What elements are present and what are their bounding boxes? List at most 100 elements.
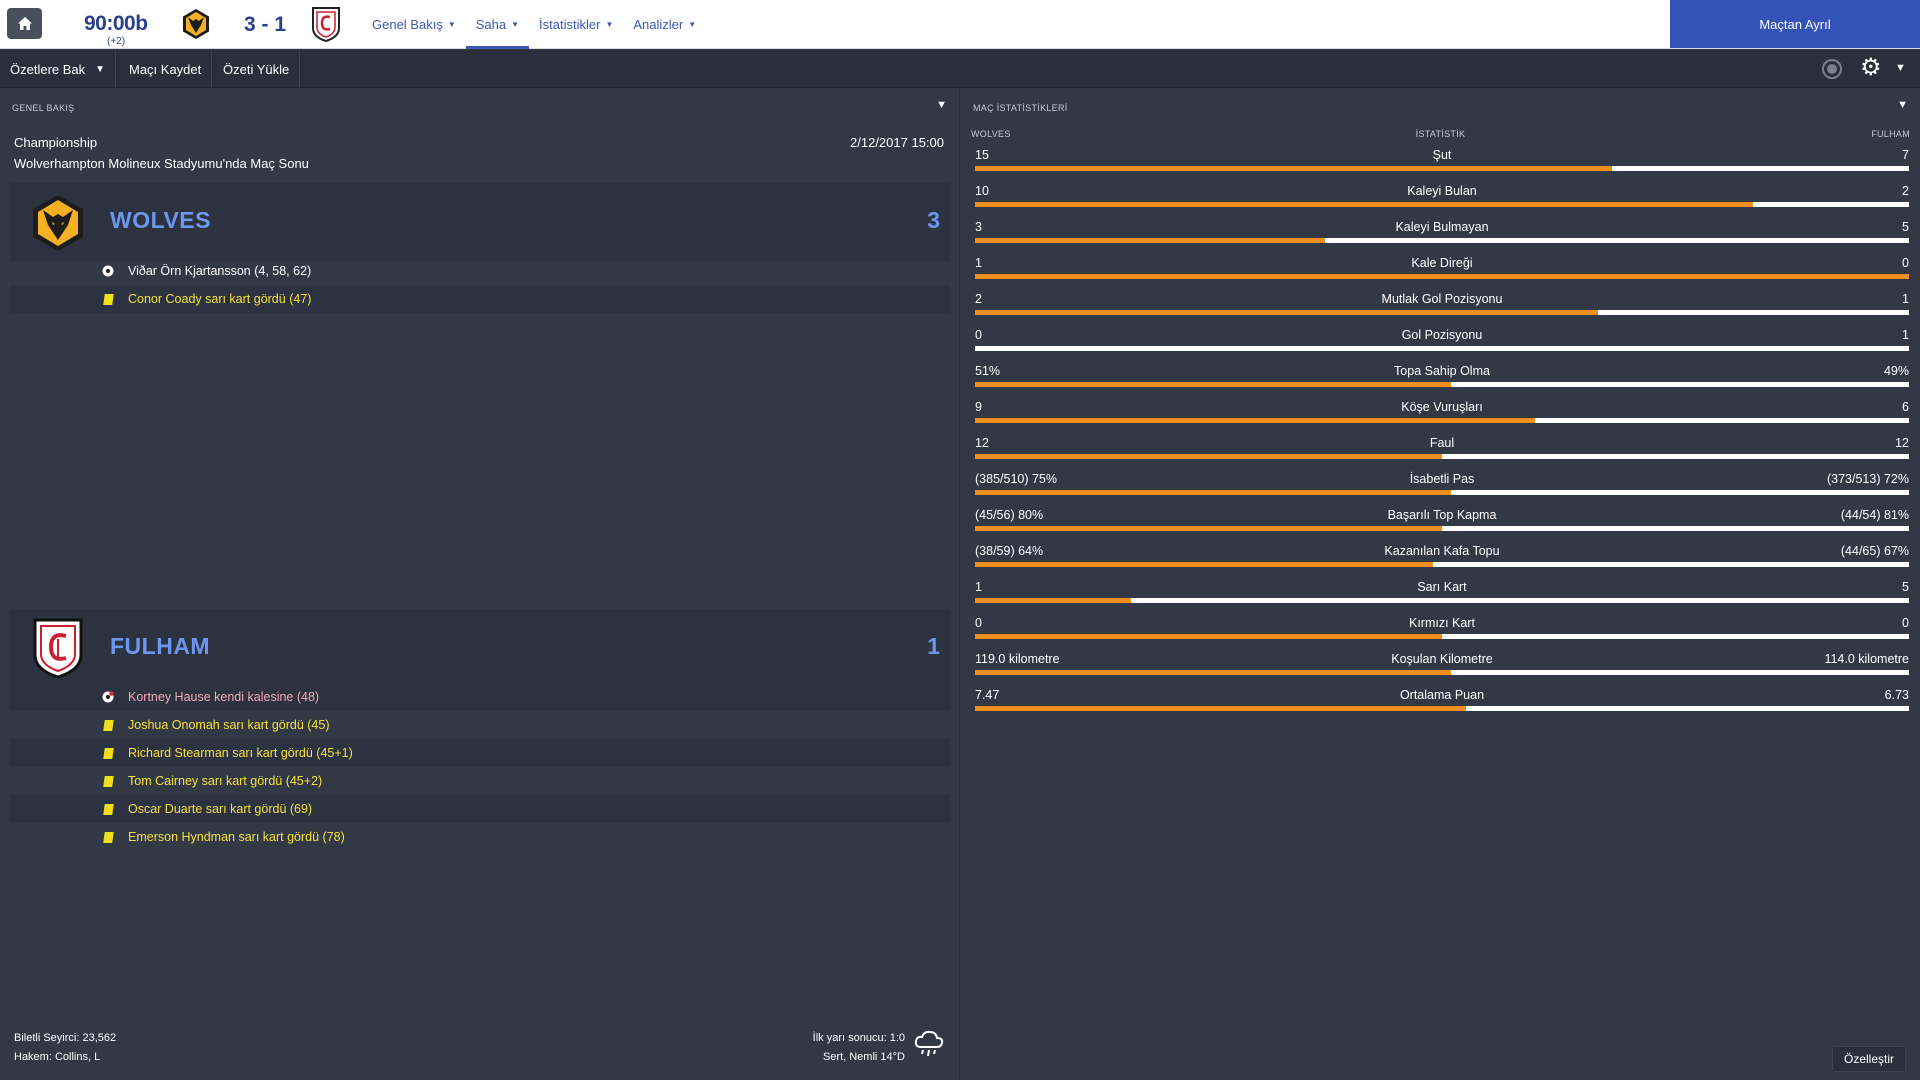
event-text[interactable]: Conor Coady sarı kart gördü (47) (128, 292, 312, 306)
stat-comparison-bar (975, 382, 1909, 387)
customize-button[interactable]: Özelleştir (1832, 1046, 1906, 1072)
stat-home-value: 51% (975, 364, 1001, 378)
stat-name: Şut (1432, 148, 1452, 162)
stat-home-value: 0 (975, 616, 982, 630)
fulham-badge-icon (33, 618, 83, 679)
stat-row: (45/56) 80% Başarılı Top Kapma (44/54) 81% (975, 503, 1909, 539)
stat-row: 7.47 Ortalama Puan 6.73 (975, 683, 1909, 719)
view-highlights-button[interactable]: Özetlere Bak ▼ (0, 50, 117, 88)
stat-away-value: 12 (1895, 436, 1909, 450)
match-stats-title: MAÇ İSTATİSTİKLERİ (973, 103, 1068, 113)
event-row: Viðar Örn Kjartansson (4, 58, 62) (10, 257, 950, 285)
stat-comparison-bar (975, 274, 1909, 279)
event-text[interactable]: Oscar Duarte sarı kart gördü (69) (128, 802, 313, 816)
stat-comparison-bar (975, 454, 1909, 459)
stat-away-value: 0 (1902, 616, 1909, 630)
nav-statistics[interactable]: İstatistikler ▼ (529, 0, 623, 49)
stat-row: 10 Kaleyi Bulan 2 (975, 179, 1909, 215)
event-text[interactable]: Tom Cairney sarı kart gördü (45+2) (128, 774, 323, 788)
chevron-down-icon: ▼ (511, 20, 520, 29)
stat-away-value: 1 (1902, 292, 1909, 306)
away-team-name[interactable]: FULHAM (110, 633, 211, 659)
stat-name: Mutlak Gol Pozisyonu (1381, 292, 1503, 306)
stat-home-bar-fill (975, 166, 1612, 171)
stat-name: Kırmızı Kart (1409, 616, 1475, 630)
stat-home-bar-fill (975, 490, 1452, 495)
stat-name: Ortalama Puan (1399, 688, 1485, 702)
stat-home-value: 15 (975, 148, 989, 162)
stat-row: 2 Mutlak Gol Pozisyonu 1 (975, 287, 1909, 323)
stats-away-header: FULHAM (1871, 129, 1910, 139)
stat-home-bar-fill (975, 382, 1452, 387)
event-text[interactable]: Kortney Hause kendi kalesine (48) (128, 690, 320, 704)
top-bar: 90:00b (+2) 3 - 1 Genel Bakış ▼ Saha ▼ İ… (0, 0, 1920, 49)
away-team-header: FULHAM 1 (10, 609, 950, 687)
stat-comparison-bar (975, 310, 1909, 315)
record-icon[interactable] (1822, 59, 1842, 79)
home-team-score: 3 (927, 207, 940, 233)
view-highlights-label: Özetlere Bak (10, 61, 86, 77)
stat-comparison-bar (975, 598, 1909, 603)
stats-home-header: WOLVES (971, 129, 1011, 139)
collapse-chevron-icon[interactable]: ▼ (936, 99, 947, 111)
stat-name: Köşe Vuruşları (1401, 400, 1483, 414)
stat-name: Faul (1429, 436, 1455, 450)
stat-comparison-bar (975, 166, 1909, 171)
home-team-header: WOLVES 3 (10, 183, 950, 261)
event-row: Emerson Hyndman sarı kart gördü (78) (10, 823, 950, 851)
chevron-down-icon[interactable]: ▼ (1895, 62, 1906, 74)
match-clock: 90:00b (84, 12, 148, 35)
stat-home-value: (385/510) 75% (975, 472, 1058, 486)
event-row: Joshua Onomah sarı kart gördü (45) (10, 711, 950, 739)
gear-icon[interactable]: ⚙ (1860, 54, 1882, 81)
yellow-card-icon (102, 831, 114, 843)
stat-away-value: 114.0 kilometre (1824, 652, 1909, 666)
stat-name: Sarı Kart (1417, 580, 1467, 594)
stat-comparison-bar (975, 238, 1909, 243)
venue-status: Wolverhampton Molineux Stadyumu'nda Maç … (14, 156, 309, 171)
stat-away-value: (373/513) 72% (1826, 472, 1909, 486)
stat-comparison-bar (975, 634, 1909, 639)
stat-comparison-bar (975, 670, 1909, 675)
stat-row: 1 Sarı Kart 5 (975, 575, 1909, 611)
event-text[interactable]: Viðar Örn Kjartansson (4, 58, 62) (128, 264, 312, 278)
stat-home-value: 3 (975, 220, 982, 234)
stat-away-value: 6.73 (1884, 688, 1909, 702)
stat-away-value: 6 (1902, 400, 1909, 414)
stat-home-bar-fill (975, 454, 1442, 459)
nav-analysis[interactable]: Analizler ▼ (623, 0, 706, 49)
stat-row: 119.0 kilometre Koşulan Kilometre 114.0 ki… (975, 647, 1909, 683)
nav-pitch-label: Saha (475, 17, 507, 32)
nav-analysis-label: Analizler (633, 17, 684, 32)
competition-name: Championship (14, 135, 98, 150)
save-match-button[interactable]: Maçı Kaydet (119, 50, 213, 88)
event-row: Kortney Hause kendi kalesine (48) (10, 683, 950, 711)
event-text[interactable]: Richard Stearman sarı kart gördü (45+1) (128, 746, 353, 760)
stat-name: Koşulan Kilometre (1391, 652, 1493, 666)
stat-away-value: (44/54) 81% (1840, 508, 1909, 522)
wolves-badge-icon (183, 9, 209, 39)
action-bar: Özetlere Bak ▼ Maçı Kaydet Özeti Yükle (0, 50, 1920, 88)
nav-pitch[interactable]: Saha ▼ (465, 0, 530, 49)
event-text[interactable]: Joshua Onomah sarı kart gördü (45) (128, 718, 330, 732)
stat-name: Gol Pozisyonu (1401, 328, 1483, 342)
nav-overview[interactable]: Genel Bakış ▼ (362, 0, 466, 49)
halftime-result: İlk yarı sonucu: 1:0 (812, 1032, 905, 1044)
stat-comparison-bar (975, 706, 1909, 711)
stat-row: 51% Topa Sahip Olma 49% (975, 359, 1909, 395)
stat-home-value: 10 (975, 184, 989, 198)
stat-home-bar-fill (975, 418, 1536, 423)
leave-match-button[interactable]: Maçtan Ayrıl (1670, 0, 1920, 48)
nav-overview-label: Genel Bakış (372, 17, 443, 32)
stat-row: 1 Kale Direği 0 (975, 251, 1909, 287)
collapse-chevron-icon[interactable]: ▼ (1897, 99, 1908, 111)
overview-panel-title: GENEL BAKIŞ (12, 103, 75, 113)
stat-comparison-bar (975, 526, 1909, 531)
stat-home-value: 12 (975, 436, 989, 450)
stat-away-value: 5 (1902, 580, 1909, 594)
yellow-card-icon (102, 747, 114, 759)
load-highlights-button[interactable]: Özeti Yükle (213, 50, 301, 88)
home-team-name[interactable]: WOLVES (110, 207, 211, 233)
home-button[interactable] (7, 8, 42, 39)
event-text[interactable]: Emerson Hyndman sarı kart gördü (78) (128, 830, 345, 844)
